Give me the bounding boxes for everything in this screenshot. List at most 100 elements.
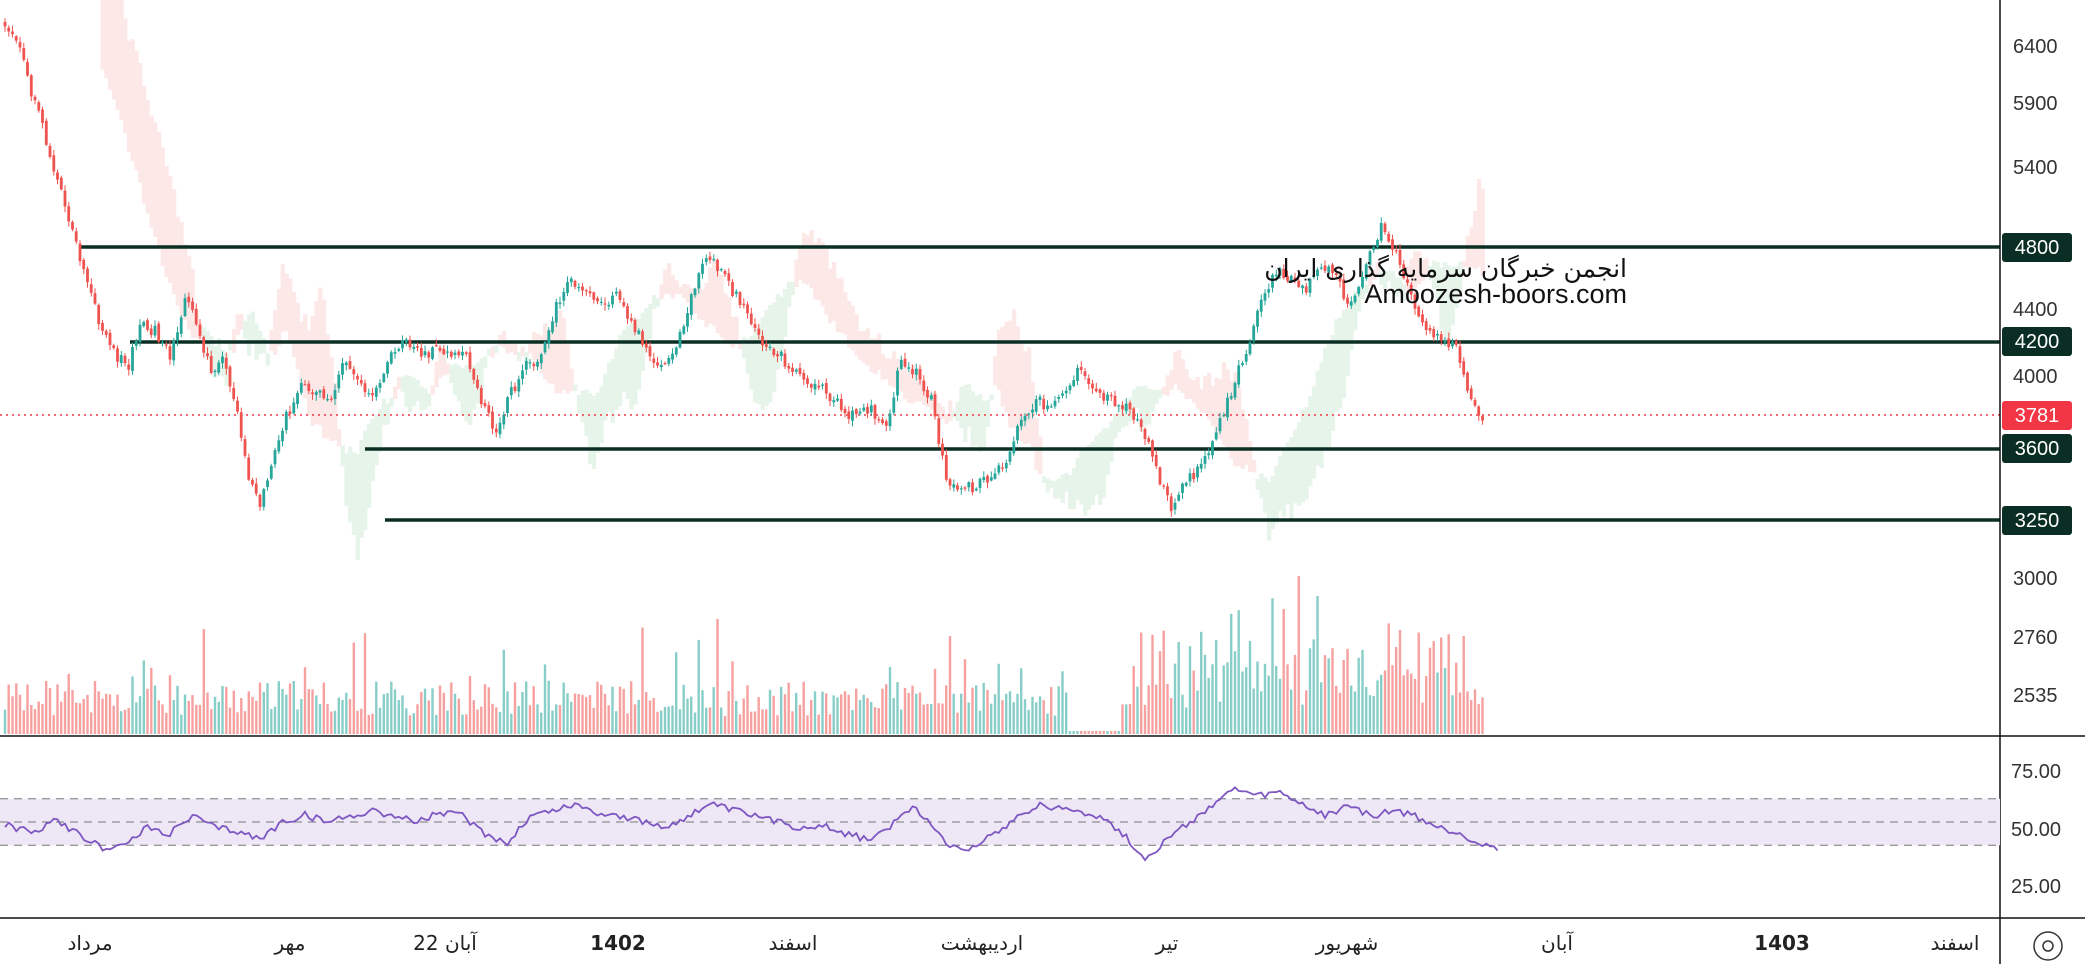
candle-body xyxy=(1462,361,1466,375)
volume-bar xyxy=(1068,731,1072,734)
candle-body xyxy=(1173,502,1177,510)
cloud-segment xyxy=(876,333,882,370)
cloud-segment xyxy=(1064,472,1069,492)
cloud-segment xyxy=(434,361,439,388)
candle-body xyxy=(446,351,449,353)
candle-body xyxy=(933,394,937,417)
cloud-segment xyxy=(1105,428,1110,475)
cloud-segment xyxy=(138,63,143,183)
volume-bar xyxy=(900,709,903,734)
candle-body xyxy=(191,301,194,310)
candle-body xyxy=(517,379,521,392)
candle-body xyxy=(1402,264,1406,279)
last-price-badge: 3781 xyxy=(2002,401,2072,430)
volume-bar xyxy=(1387,623,1390,734)
volume-bar xyxy=(750,711,753,734)
cloud-segment xyxy=(1229,380,1234,459)
candle-body xyxy=(1001,467,1004,469)
volume-bar xyxy=(513,682,517,734)
volume-bar xyxy=(911,685,914,734)
price-tick: 6400 xyxy=(2013,36,2058,58)
candle-body xyxy=(896,370,899,396)
volume-bar xyxy=(588,695,592,734)
candle-body xyxy=(86,268,89,283)
cloud-segment xyxy=(1053,480,1058,499)
volume-bar xyxy=(1080,731,1083,734)
candle-body xyxy=(179,317,183,334)
candle-body xyxy=(1481,415,1484,421)
volume-bar xyxy=(765,709,768,734)
candle-body xyxy=(404,339,408,343)
time-label: مهر xyxy=(274,931,306,955)
volume-bar xyxy=(817,714,820,734)
level-badge-3600: 3600 xyxy=(2002,434,2072,463)
cloud-segment xyxy=(1263,477,1268,514)
cloud-segment xyxy=(1398,277,1403,294)
cloud-segment xyxy=(936,402,942,418)
volume-bar xyxy=(262,691,265,734)
cloud-segment xyxy=(340,445,345,467)
support-resistance-lines[interactable] xyxy=(80,245,2000,522)
candle-body xyxy=(1353,295,1357,303)
cloud-segment xyxy=(891,351,897,388)
volume-bar xyxy=(825,693,828,734)
candle-body xyxy=(491,411,494,429)
cloud-segment xyxy=(704,282,709,327)
candle-body xyxy=(922,380,926,392)
cloud-segment xyxy=(1120,403,1125,428)
candle-body xyxy=(686,313,689,327)
candle-body xyxy=(1259,299,1263,312)
volume-bar xyxy=(1451,695,1454,734)
time-axis[interactable]: مرداد مهر 22 آبان 1402 اسفند اردیبهشت تی… xyxy=(67,930,1979,955)
candle-body xyxy=(138,324,142,342)
candle-body xyxy=(1398,250,1402,265)
volume-bar xyxy=(525,681,528,734)
candle-body xyxy=(1229,396,1233,399)
cloud-segment xyxy=(1056,478,1062,499)
volume-bar xyxy=(495,707,498,734)
cloud-segment xyxy=(1161,386,1167,395)
candle-body xyxy=(1436,334,1439,336)
cloud-segment xyxy=(659,284,664,300)
candle-body xyxy=(337,374,341,389)
cloud-segment xyxy=(1368,263,1373,287)
volume-bar xyxy=(206,692,209,734)
cloud-segment xyxy=(644,308,649,353)
candle-body xyxy=(551,321,554,333)
volume-bar xyxy=(1245,667,1248,734)
cloud-segment xyxy=(858,331,863,360)
settings-icon[interactable] xyxy=(2033,931,2063,961)
cloud-segment xyxy=(606,362,612,412)
price-axis[interactable]: 6400 5900 5400 4400 4000 3000 2760 2535 … xyxy=(2002,36,2072,707)
candle-body xyxy=(401,340,404,349)
volume-bar xyxy=(461,714,464,734)
price-tick: 4400 xyxy=(2013,299,2058,321)
cloud-segment xyxy=(486,349,492,356)
cloud-segment xyxy=(591,395,597,469)
cloud-segment xyxy=(303,314,308,399)
volume-bar xyxy=(1473,689,1477,734)
cloud-segment xyxy=(381,398,387,425)
candle-body xyxy=(382,373,386,383)
cloud-segment xyxy=(490,346,495,358)
volume-bar xyxy=(735,700,738,734)
volume-bar xyxy=(22,710,25,734)
price-tick: 2760 xyxy=(2013,627,2058,649)
candle-body xyxy=(701,263,704,274)
volume-bar xyxy=(862,694,865,734)
candle-body xyxy=(858,411,862,414)
candle-body xyxy=(899,359,903,369)
candle-body xyxy=(26,61,29,76)
volume-bar xyxy=(1286,664,1289,734)
volume-bar xyxy=(318,704,322,734)
candle-body xyxy=(663,363,667,365)
candle-body xyxy=(29,75,33,97)
volume-bar xyxy=(322,682,325,734)
volume-bar xyxy=(3,709,7,734)
volume-bar xyxy=(1072,731,1075,734)
candle-body xyxy=(1331,264,1334,274)
volume-bar xyxy=(315,695,318,734)
volume-bar xyxy=(7,684,10,734)
candle-body xyxy=(1076,368,1079,381)
